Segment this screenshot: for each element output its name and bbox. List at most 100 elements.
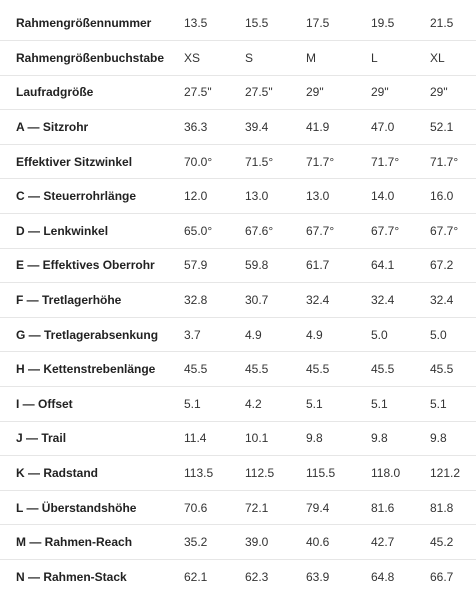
table-cell: 112.5 [245,466,275,481]
table-cell: 70.6 [184,500,208,515]
row-label: K — Radstand [16,466,99,481]
table-cell: 67.2 [430,258,454,273]
table-cell: 41.9 [306,120,330,135]
table-row: E — Effektives Oberrohr 57.9 59.8 61.7 64.1 6… [0,248,476,283]
table-cell: 17.5 [306,16,330,31]
table-cell: 29" [306,85,324,100]
row-label: D — Lenkwinkel [16,223,109,238]
table-cell: 16.0 [430,189,454,204]
table-cell: 9.8 [430,431,447,446]
table-cell: 29" [430,85,448,100]
table-cell: 70.0° [184,154,213,169]
table-cell: 57.9 [184,258,208,273]
table-cell: 13.0 [306,189,330,204]
table-cell: 59.8 [245,258,269,273]
table-cell: 32.4 [306,293,330,308]
table-cell: 32.8 [184,293,208,308]
table-cell: 45.5 [371,362,395,377]
table-row: Rahmengrößennummer 13.5 15.5 17.5 19.5 21.5 [0,6,476,41]
table-cell: 71.7° [430,154,459,169]
table-cell: 27.5" [245,85,273,100]
table-cell: 5.1 [430,396,447,411]
table-cell: 21.5 [430,16,454,31]
table-cell: 13.5 [184,16,208,31]
table-cell: 66.7 [430,570,454,585]
table-cell: 67.7° [306,223,335,238]
table-cell: 62.1 [184,570,208,585]
table-row: C — Steuerrohrlänge 12.0 13.0 13.0 14.0 16.0 [0,179,476,214]
table-cell: 65.0° [184,223,213,238]
row-label: Laufradgröße [16,85,94,100]
table-cell: 81.8 [430,500,454,515]
table-row: K — Radstand 113.5 112.5 115.5 118.0 121.2 [0,456,476,491]
table-cell: 39.0 [245,535,269,550]
geometry-table-body: Rahmengrößennummer 13.5 15.5 17.5 19.5 21.5 Ra… [0,6,476,594]
table-cell: 118.0 [371,466,401,481]
table-cell: 47.0 [371,120,395,135]
table-row: I — Offset 5.1 4.2 5.1 5.1 5.1 [0,387,476,422]
table-cell: 63.9 [306,570,330,585]
table-cell: S [245,50,254,65]
table-row: A — Sitzrohr 36.3 39.4 41.9 47.0 52.1 [0,110,476,145]
table-cell: 67.6° [245,223,274,238]
table-row: Laufradgröße 27.5" 27.5" 29" 29" 29" [0,75,476,110]
table-cell: 5.1 [184,396,201,411]
row-label: Rahmengrößenbuchstabe [16,50,165,65]
table-cell: 5.1 [306,396,323,411]
table-cell: 5.1 [371,396,388,411]
table-cell: 45.2 [430,535,454,550]
row-label: L — Überstandshöhe [16,500,137,515]
row-label: Effektiver Sitzwinkel [16,154,133,169]
table-cell: M [306,50,316,65]
table-cell: 121.2 [430,466,461,481]
table-cell: 4.9 [245,327,262,342]
row-label: M — Rahmen-Reach [16,535,133,550]
table-cell: 71.5° [245,154,274,169]
table-cell: 9.8 [371,431,388,446]
table-cell: 79.4 [306,500,330,515]
table-cell: XS [184,50,201,65]
table-cell: 45.5 [245,362,269,377]
row-label: G — Tretlagerabsenkung [16,327,159,342]
geometry-table: Rahmengrößennummer 13.5 15.5 17.5 19.5 21.5 Ra… [0,6,476,594]
table-cell: 30.7 [245,293,269,308]
table-cell: 29" [371,85,389,100]
table-cell: 9.8 [306,431,323,446]
table-cell: 40.6 [306,535,330,550]
table-cell: L [371,50,378,65]
table-cell: 4.2 [245,396,262,411]
table-row: D — Lenkwinkel 65.0° 67.6° 67.7° 67.7° 67.7° [0,214,476,249]
row-label: H — Kettenstrebenlänge [16,362,156,377]
table-cell: 39.4 [245,120,269,135]
row-label: F — Tretlagerhöhe [16,293,122,308]
table-cell: 45.5 [184,362,208,377]
table-cell: 12.0 [184,189,208,204]
row-label: A — Sitzrohr [16,120,89,135]
table-row: L — Überstandshöhe 70.6 72.1 79.4 81.6 81.8 [0,490,476,525]
table-cell: 36.3 [184,120,208,135]
row-label: E — Effektives Oberrohr [16,258,155,273]
table-cell: 27.5" [184,85,212,100]
row-label: J — Trail [16,431,67,446]
table-cell: XL [430,50,445,65]
table-cell: 67.7° [430,223,459,238]
table-cell: 5.0 [430,327,447,342]
row-label: Rahmengrößennummer [16,16,152,31]
table-cell: 64.1 [371,258,395,273]
table-cell: 64.8 [371,570,395,585]
table-row: J — Trail 11.4 10.1 9.8 9.8 9.8 [0,421,476,456]
table-cell: 62.3 [245,570,269,585]
table-row: H — Kettenstrebenlänge 45.5 45.5 45.5 45.5 45… [0,352,476,387]
table-cell: 72.1 [245,500,269,515]
table-row: Rahmengrößenbuchstabe XS S M L XL [0,41,476,76]
table-cell: 3.7 [184,327,201,342]
table-cell: 5.0 [371,327,388,342]
row-label: C — Steuerrohrlänge [16,189,137,204]
table-cell: 45.5 [430,362,454,377]
table-row: G — Tretlagerabsenkung 3.7 4.9 4.9 5.0 5.0 [0,317,476,352]
table-cell: 52.1 [430,120,454,135]
row-label: I — Offset [16,396,73,411]
table-cell: 10.1 [245,431,269,446]
table-cell: 42.7 [371,535,395,550]
table-cell: 35.2 [184,535,208,550]
